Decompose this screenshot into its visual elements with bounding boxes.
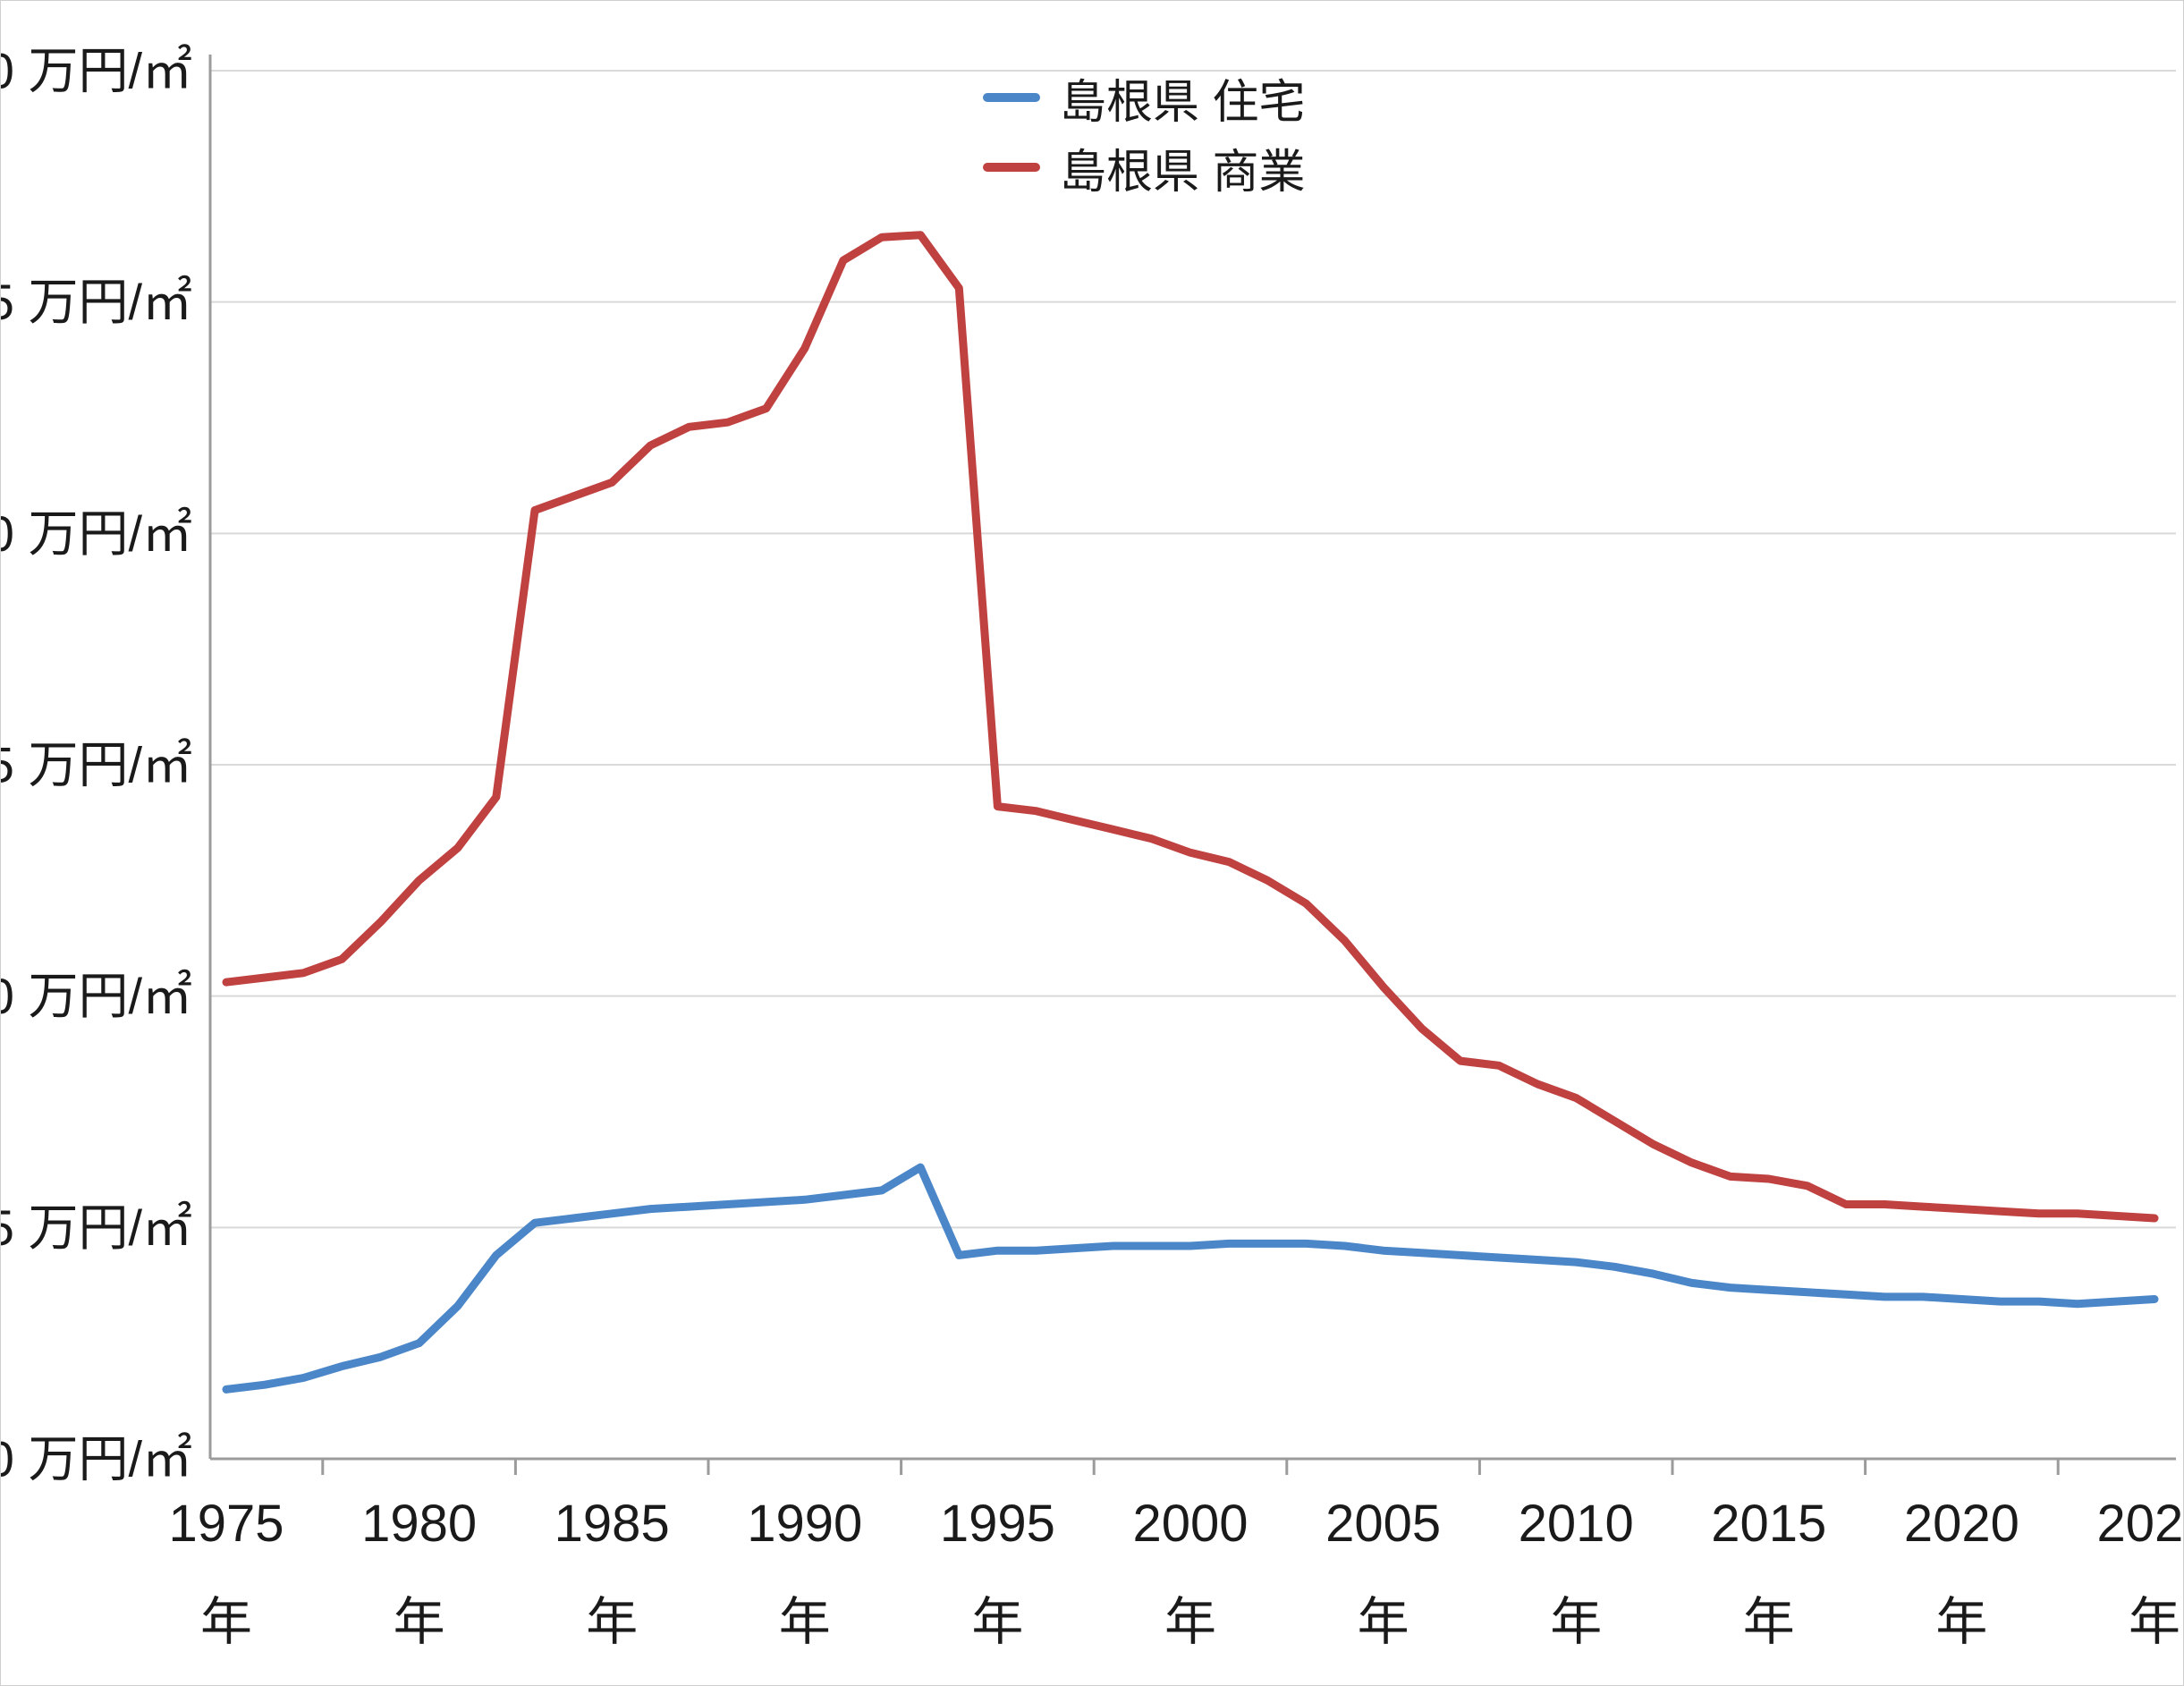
x-axis-label-suffix-1980: 年 [394, 1593, 445, 1651]
x-axis-label-suffix-2025: 年 [2129, 1593, 2180, 1651]
legend-label-commercial: 島根県 商業 [1060, 146, 1306, 199]
x-axis-label-2025: 2025 [2096, 1495, 2184, 1553]
x-axis-label-suffix-1990: 年 [779, 1593, 831, 1651]
x-axis-label-suffix-2020: 年 [1935, 1593, 1987, 1651]
x-axis-label-suffix-2015: 年 [1743, 1593, 1795, 1651]
chart-legend: 島根県 住宅 島根県 商業 [983, 72, 1305, 199]
x-axis-label-suffix-1995: 年 [971, 1593, 1023, 1651]
x-axis-label-suffix-2000: 年 [1164, 1593, 1216, 1651]
series-line-residential [222, 1163, 2159, 1394]
legend-swatch-commercial-icon [983, 163, 1040, 172]
y-axis-label-30: 30 万円/㎡ [1, 43, 192, 99]
legend-item-commercial: 島根県 商業 [983, 142, 1305, 199]
x-axis-label-2015: 2015 [1711, 1495, 1826, 1553]
legend-swatch-residential-icon [983, 93, 1040, 102]
x-axis-label-2010: 2010 [1519, 1495, 1634, 1553]
x-axis-label-2020: 2020 [1904, 1495, 2019, 1553]
y-axis-label-20: 20 万円/㎡ [1, 505, 192, 562]
x-axis-label-1995: 1995 [940, 1495, 1055, 1553]
x-axis-label-suffix-2010: 年 [1550, 1593, 1602, 1651]
x-axis-label-suffix-1975: 年 [200, 1593, 252, 1651]
legend-item-residential: 島根県 住宅 [983, 72, 1305, 129]
x-axis-label-2005: 2005 [1325, 1495, 1441, 1553]
x-axis-label-1990: 1990 [747, 1495, 862, 1553]
y-axis-label-5: 5 万円/㎡ [1, 1199, 192, 1256]
legend-label-residential: 島根県 住宅 [1060, 76, 1306, 129]
x-axis-label-suffix-2005: 年 [1358, 1593, 1409, 1651]
y-axis-label-10: 10 万円/㎡ [1, 968, 192, 1024]
series-line-commercial [222, 231, 2159, 1223]
y-axis-label-15: 15 万円/㎡ [1, 737, 192, 793]
x-axis-label-2000: 2000 [1132, 1495, 1248, 1553]
x-axis-label-suffix-1985: 年 [586, 1593, 638, 1651]
y-axis-label-25: 25 万円/㎡ [1, 274, 192, 330]
x-axis-label-1985: 1985 [554, 1495, 670, 1553]
x-axis-label-1975: 1975 [168, 1495, 284, 1553]
y-axis-label-0: 0 万円/㎡ [1, 1431, 192, 1487]
x-axis-label-1980: 1980 [361, 1495, 477, 1553]
